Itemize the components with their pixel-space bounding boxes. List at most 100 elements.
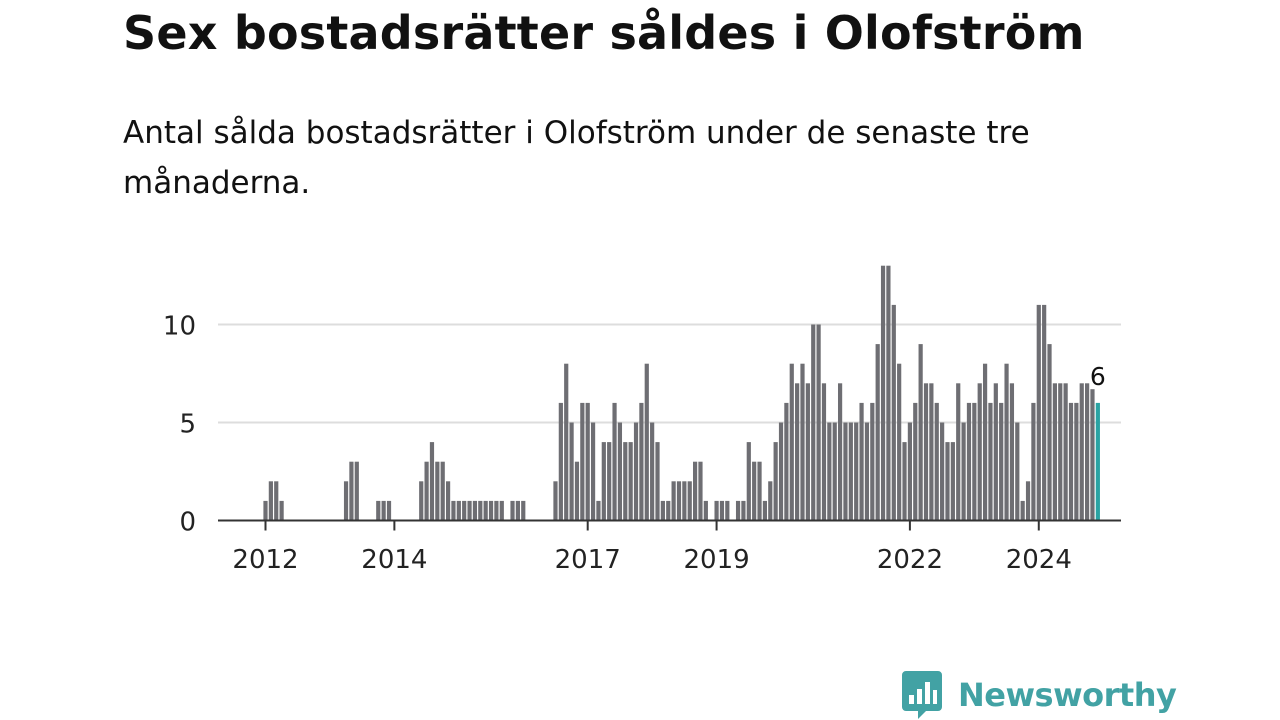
bar	[864, 422, 870, 521]
bar	[279, 500, 284, 521]
bar	[848, 422, 853, 521]
bar	[988, 402, 993, 521]
bar	[666, 500, 671, 521]
bar	[768, 481, 773, 521]
bar	[778, 422, 784, 521]
bar	[1020, 500, 1025, 521]
bar	[456, 500, 461, 521]
bar	[789, 363, 794, 521]
bar	[870, 402, 875, 521]
bar	[1004, 363, 1009, 521]
bar	[268, 481, 273, 521]
bar	[897, 363, 902, 521]
bar	[859, 402, 864, 521]
bar	[274, 481, 279, 521]
bar	[1025, 481, 1031, 521]
bar	[746, 442, 751, 521]
bar	[773, 442, 778, 521]
bar-latest	[1095, 402, 1100, 521]
bar	[698, 461, 703, 521]
bar	[660, 500, 665, 521]
bar	[580, 402, 585, 521]
bar	[376, 500, 381, 521]
bar	[805, 383, 810, 521]
bar	[1009, 383, 1015, 521]
bar	[832, 422, 837, 521]
bar	[816, 324, 821, 521]
bar	[510, 500, 515, 521]
bar	[837, 383, 843, 521]
bar	[655, 442, 660, 521]
bar	[918, 344, 923, 521]
bar	[719, 500, 725, 521]
bar	[1074, 402, 1079, 521]
x-tick-label: 2022	[877, 545, 943, 575]
y-tick-label: 0	[179, 508, 196, 538]
bar	[1031, 402, 1036, 521]
bar	[601, 442, 606, 521]
bar	[784, 402, 789, 521]
bar	[590, 422, 596, 521]
bar	[891, 304, 896, 521]
bar	[488, 500, 494, 521]
bar	[263, 500, 268, 521]
bar	[676, 481, 682, 521]
x-tick-label: 2024	[1006, 545, 1072, 575]
bar	[1079, 383, 1084, 521]
bar	[752, 461, 757, 521]
bar	[419, 481, 424, 521]
bar	[623, 442, 628, 521]
bar	[945, 442, 950, 521]
bar	[628, 442, 633, 521]
bar	[644, 363, 649, 521]
last-value-label: 6	[1090, 362, 1106, 391]
bar	[1047, 344, 1052, 521]
bar	[956, 383, 961, 521]
bar	[617, 422, 623, 521]
bar	[596, 500, 601, 521]
bar	[451, 500, 456, 521]
bar	[585, 402, 590, 521]
bar	[569, 422, 574, 521]
bar	[886, 265, 891, 521]
newsworthy-logo-icon	[902, 671, 942, 719]
bar	[703, 500, 708, 521]
bar	[424, 461, 429, 521]
bar	[687, 481, 692, 521]
bar	[934, 402, 939, 521]
bar	[843, 422, 848, 521]
bar	[467, 500, 472, 521]
bar	[682, 481, 687, 521]
bar	[1058, 383, 1063, 521]
bar	[354, 461, 359, 521]
x-axis-ticks: 2012 2014 2017 2019 2022 2024	[232, 520, 1072, 575]
bar	[1063, 383, 1068, 521]
bar	[854, 422, 859, 521]
bar	[875, 344, 880, 521]
x-tick-label: 2014	[361, 545, 427, 575]
bar	[381, 500, 386, 521]
y-tick-label: 10	[163, 312, 196, 342]
brand-name: Newsworthy	[958, 676, 1177, 714]
bar	[757, 461, 762, 521]
bar	[483, 500, 488, 521]
bar	[558, 402, 563, 521]
bar	[445, 481, 451, 521]
bar	[714, 500, 719, 521]
bar	[671, 481, 676, 521]
bar	[961, 422, 966, 521]
bar	[564, 363, 569, 521]
bar	[821, 383, 827, 521]
bar	[553, 481, 558, 521]
bar	[940, 422, 945, 521]
bar	[343, 481, 349, 521]
bar	[966, 402, 972, 521]
bar	[515, 500, 520, 521]
bar	[902, 442, 907, 521]
bar	[1068, 402, 1074, 521]
bar	[950, 442, 955, 521]
bar	[1042, 304, 1047, 521]
bar	[972, 402, 977, 521]
bar	[499, 500, 504, 521]
x-tick-label: 2012	[232, 545, 298, 575]
